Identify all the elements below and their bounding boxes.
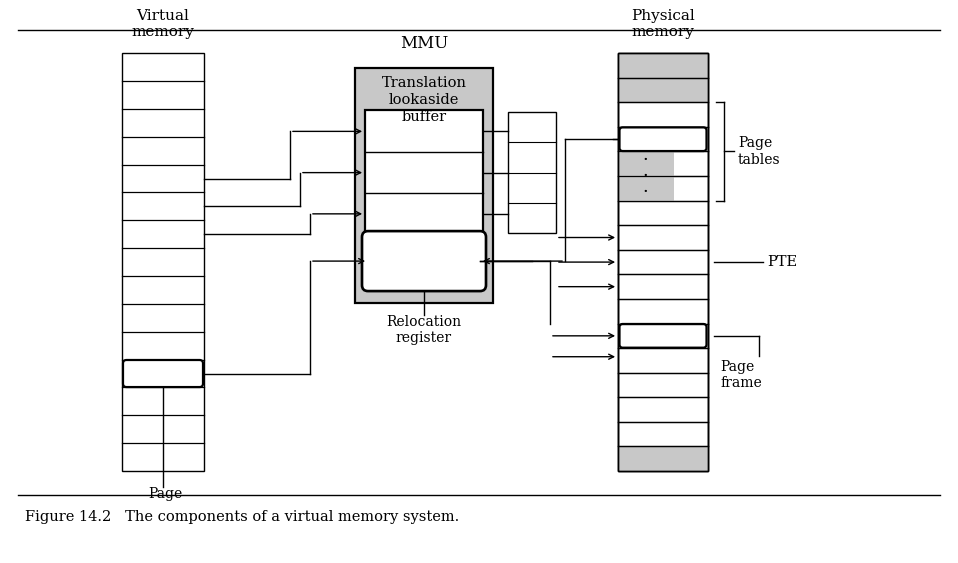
FancyBboxPatch shape [620,127,706,151]
Bar [508,112,556,233]
Bar [618,446,708,471]
Text: Page
frame: Page frame [720,360,762,390]
Text: MMU: MMU [399,35,448,52]
Text: Figure 14.2   The components of a virtual memory system.: Figure 14.2 The components of a virtual … [25,510,459,524]
Text: Page
tables: Page tables [738,136,781,167]
Bar [618,53,708,471]
Bar [618,53,708,471]
Text: Physical
memory: Physical memory [631,9,695,39]
Bar [365,110,483,235]
Bar [618,53,708,102]
Text: Translation
lookaside
buffer: Translation lookaside buffer [381,76,467,124]
Bar [618,151,673,200]
FancyBboxPatch shape [123,360,203,387]
Text: Virtual
memory: Virtual memory [131,9,194,39]
Bar [355,68,493,303]
Text: ·: · [642,183,648,201]
Text: ·: · [642,167,648,185]
FancyBboxPatch shape [620,324,706,348]
Text: Page: Page [148,487,182,501]
Text: ·: · [642,151,648,169]
Bar [122,53,204,471]
Text: Relocation
register: Relocation register [386,315,462,345]
Text: PTE: PTE [767,255,797,269]
Bar [618,53,708,471]
FancyBboxPatch shape [362,231,486,291]
